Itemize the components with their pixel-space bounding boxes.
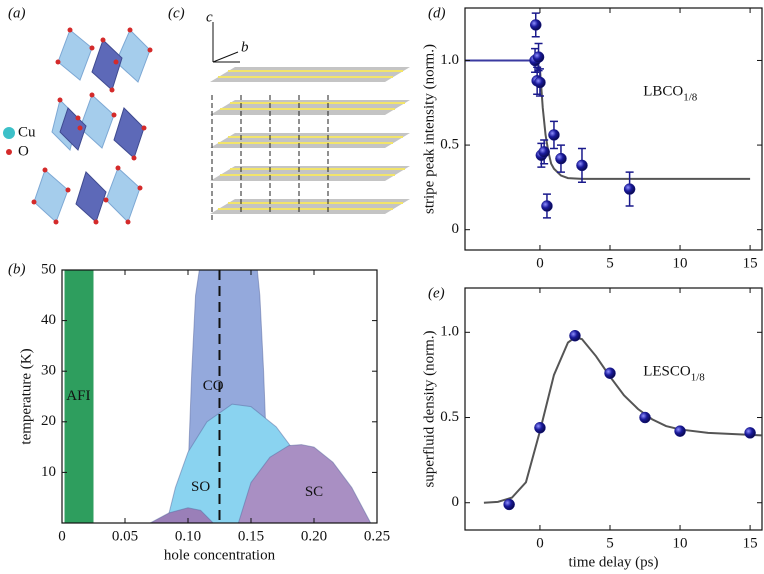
x-tick-label: 0 [536,255,544,271]
region-label: SO [191,479,210,495]
axes-frame [61,269,378,524]
y-tick-label: 40 [41,312,56,328]
y-tick-label: 10 [41,464,56,480]
data-point [744,427,756,439]
panel-label: (c) [168,5,185,21]
chart: LESCO1/8 0 5 10 15 0 0.5 1.0 time delay (ps) supe… [421,285,763,570]
y-tick-label: 0.5 [440,409,459,425]
region-label: SC [305,484,323,500]
axis-letter: b [241,39,249,55]
x-tick-label: 0.20 [301,528,327,544]
data-point [674,425,686,437]
x-tick-label: 0 [58,528,66,544]
x-tick-label: 0.05 [112,528,138,544]
annotation: LBCO1/8 [643,84,698,103]
x-tick-label: 0.10 [175,528,201,544]
chart: AFI CO SO SC 0 0.05 0.10 0.15 0.20 0.25 10 20 30 40 50… [8,261,390,563]
data-point [529,19,542,31]
data-point [534,76,546,89]
fit-line [534,60,751,180]
y-tick-label: 1.0 [440,52,459,68]
y-tick-label: 0.5 [440,137,459,153]
data-point [534,421,546,434]
region-label: CO [203,378,224,394]
x-tick-label: 5 [606,255,614,271]
data-point [623,183,636,195]
axes-frame [464,287,763,531]
data-point [639,411,651,424]
axes-frame [464,7,763,251]
plot-area [465,12,751,219]
annotation-subscript: 1/8 [683,91,698,103]
illustration-c: (c) c b a [168,5,410,220]
y-axis-label: stripe peak intensity (norm.) [421,44,437,214]
region [149,507,214,523]
fit-line [483,336,762,504]
x-axis-label: time delay (ps) [569,554,659,570]
x-tick-label: 0 [536,535,544,551]
data-point [532,51,545,63]
legend-label: Cu [18,124,36,140]
x-tick-label: 0.25 [364,528,390,544]
data-point [503,498,515,511]
plot-area [64,270,372,523]
panel-label: (e) [428,285,445,301]
data-point [548,129,560,141]
illustration-a: (a) Cu O [3,5,153,225]
data-point [576,159,588,172]
axis-letter: c [206,9,213,25]
y-tick-label: 20 [41,413,56,429]
y-tick-label: 50 [41,261,56,277]
x-tick-label: 0.15 [238,528,264,544]
legend-label: O [18,143,29,159]
x-tick-label: 15 [743,255,758,271]
plot-area [483,329,762,511]
annotation-subscript: 1/8 [691,371,706,383]
x-axis-label: hole concentration [164,547,276,563]
x-tick-label: 5 [606,535,614,551]
region [237,444,372,523]
region-label: AFI [66,388,90,404]
x-tick-label: 15 [743,535,758,551]
y-tick-label: 0 [452,221,460,237]
y-tick-label: 0 [452,494,460,510]
panel-label: (d) [428,5,446,21]
panel-label: (b) [8,261,26,277]
cu-symbol [3,127,15,139]
data-point [555,152,567,165]
y-tick-label: 1.0 [440,324,459,340]
y-tick-label: 30 [41,363,56,379]
o-symbol [6,149,12,155]
annotation-text: LESCO [643,364,691,380]
data-point [569,329,581,342]
data-point [604,367,616,379]
data-point [541,200,553,212]
x-tick-label: 10 [673,535,688,551]
x-tick-label: 10 [673,255,688,271]
panel-label: (a) [8,5,26,21]
data-point [538,146,550,158]
y-axis-label: temperature (K) [18,348,34,444]
region [64,270,94,523]
annotation: LESCO1/8 [643,364,705,383]
y-axis-label: superfluid density (norm.) [421,330,437,487]
annotation-text: LBCO [643,84,683,100]
